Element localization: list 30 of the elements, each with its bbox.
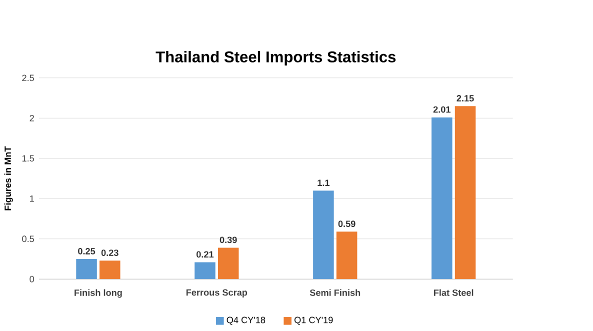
bar [336,232,358,280]
bar [218,248,239,280]
data-label: 2.01 [433,106,451,113]
legend-label: Q4 CY'18 [226,316,266,325]
x-tick-label: Finish long [74,289,122,298]
bar [432,117,452,280]
x-tick-label: Flat Steel [434,289,474,296]
y-tick-label: 0.5 [22,236,34,242]
chart-title: Thailand Steel Imports Statistics [156,50,396,66]
y-tick-label: 0 [30,276,34,282]
data-label: 1.1 [318,180,330,186]
y-tick-label: 1 [30,195,34,202]
data-label: 2.15 [456,95,474,102]
y-axis-title: Figures in MnT [4,146,13,210]
x-tick-label: Ferrous Scrap [186,289,248,298]
data-label: 0.25 [78,248,96,254]
bar [454,106,476,280]
data-label: 0.21 [196,251,214,258]
x-tick-label: Semi Finish [310,289,360,296]
y-tick-label: 1.5 [22,155,34,162]
bar [76,258,97,280]
legend-label: Q1 CY'19 [294,316,333,325]
data-label: 0.23 [101,250,118,256]
bar [194,262,216,280]
data-label: 0.39 [220,236,237,244]
y-tick-label: 2.5 [22,74,34,82]
y-tick-label: 2 [30,114,34,122]
data-label: 0.59 [338,220,356,228]
bar [100,260,120,280]
bar [313,190,334,280]
